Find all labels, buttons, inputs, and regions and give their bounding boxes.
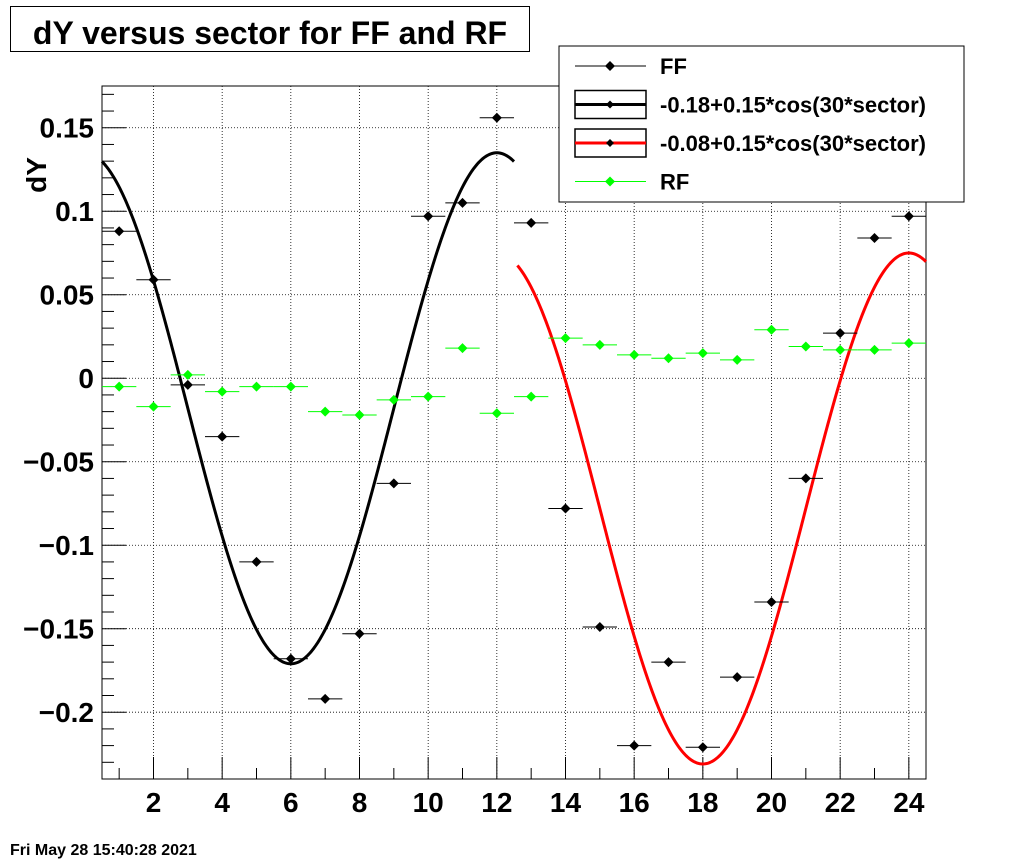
ff-point <box>594 622 605 633</box>
y-tick-label: −0.2 <box>39 697 94 728</box>
ff-point <box>869 232 880 243</box>
rf-point <box>903 338 914 349</box>
legend-entry-ff-marker <box>605 61 615 71</box>
ff-point <box>320 693 331 704</box>
rf-point <box>732 354 743 365</box>
ff-point <box>251 556 262 567</box>
x-tick-label: 14 <box>550 787 582 818</box>
rf-point <box>423 391 434 402</box>
legend-entry-fit-ff-marker <box>606 100 614 109</box>
y-tick-label: 0.15 <box>40 113 95 144</box>
ff-point <box>732 672 743 683</box>
legend-entry-ff-label: FF <box>660 54 687 79</box>
x-tick-label: 24 <box>893 787 925 818</box>
x-tick-label: 16 <box>619 787 650 818</box>
rf-point <box>354 409 365 420</box>
x-tick-label: 22 <box>825 787 856 818</box>
rf-point <box>835 344 846 355</box>
rf-point <box>697 348 708 359</box>
y-tick-label: −0.05 <box>23 447 94 478</box>
y-tick-label: −0.15 <box>23 614 94 645</box>
chart-title-box: dY versus sector for FF and RF <box>10 6 530 52</box>
ff-point <box>354 628 365 639</box>
rf-point <box>457 343 468 354</box>
fit-curve-2 <box>516 251 928 766</box>
rf-point <box>869 344 880 355</box>
timestamp-footer: Fri May 28 15:40:28 2021 <box>10 842 197 859</box>
x-tick-label: 20 <box>756 787 787 818</box>
plot-frame <box>101 85 927 780</box>
ff-point <box>835 328 846 339</box>
rf-point <box>285 381 296 392</box>
legend-entry-fit-rf-label: -0.08+0.15*cos(30*sector) <box>660 131 926 156</box>
ff-point <box>388 478 399 489</box>
ff-point <box>629 740 640 751</box>
rf-point <box>182 369 193 380</box>
rf-point <box>766 324 777 335</box>
x-tick-label: 6 <box>283 787 299 818</box>
ff-point <box>114 226 125 237</box>
fit-curve-1 <box>100 151 516 666</box>
ff-point <box>423 211 434 222</box>
legend-entry-rf-label: RF <box>660 170 689 195</box>
y-axis-label: dY <box>21 157 52 193</box>
ff-point <box>560 503 571 514</box>
ff-point <box>800 473 811 484</box>
x-tick-label: 18 <box>687 787 718 818</box>
rf-point <box>800 341 811 352</box>
x-tick-label: 4 <box>214 787 230 818</box>
x-tick-label: 12 <box>481 787 512 818</box>
y-tick-label: −0.1 <box>39 530 94 561</box>
ff-point <box>663 657 674 668</box>
ff-point <box>903 211 914 222</box>
rf-point <box>114 381 125 392</box>
legend-entry-fit-ff-label: -0.18+0.15*cos(30*sector) <box>660 93 926 118</box>
rf-point <box>560 333 571 344</box>
x-tick-label: 8 <box>352 787 368 818</box>
ff-point <box>182 379 193 390</box>
ff-point <box>285 653 296 664</box>
y-tick-label: 0.05 <box>40 280 95 311</box>
rf-point <box>594 339 605 350</box>
ff-point <box>766 596 777 607</box>
ff-point <box>457 197 468 208</box>
ff-point <box>526 217 537 228</box>
rf-point <box>148 401 159 412</box>
y-tick-label: 0.1 <box>55 196 94 227</box>
legend-entry-rf-marker <box>605 176 615 187</box>
ff-point <box>697 742 708 753</box>
legend-box <box>558 45 965 203</box>
rf-point <box>251 381 262 392</box>
legend-entry-fit-rf-marker <box>606 139 614 147</box>
ff-point <box>148 274 159 285</box>
rf-point <box>388 394 399 405</box>
x-tick-label: 10 <box>413 787 444 818</box>
rf-point <box>217 386 228 397</box>
y-tick-label: 0 <box>78 363 94 394</box>
x-tick-label: 2 <box>146 787 162 818</box>
rf-point <box>526 391 537 402</box>
rf-point <box>629 349 640 360</box>
ff-point <box>491 112 502 123</box>
rf-point <box>491 408 502 419</box>
rf-point <box>663 353 674 364</box>
chart-title: dY versus sector for FF and RF <box>32 15 508 51</box>
rf-point <box>320 406 331 417</box>
ff-point <box>217 431 228 442</box>
